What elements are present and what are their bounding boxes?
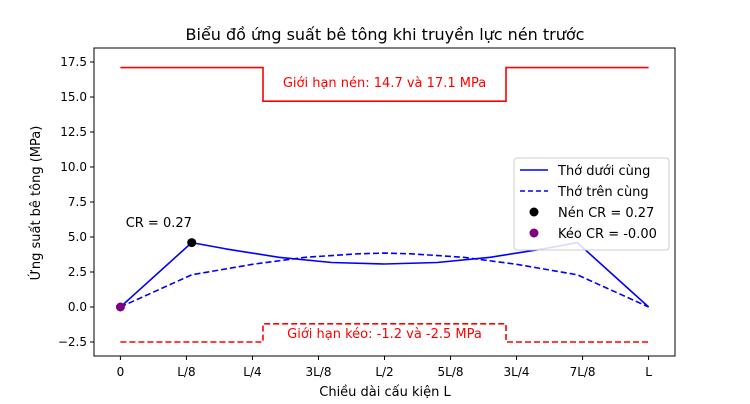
series-line-top-fiber — [120, 252, 649, 308]
y-tick-label: 12.5 — [60, 125, 87, 139]
x-axis-label: Chiều dài cấu kiện L — [319, 385, 451, 400]
x-tick-label: 0 — [117, 365, 125, 379]
x-tick-label: L/8 — [177, 365, 195, 379]
x-tick-label: 7L/8 — [570, 365, 596, 379]
legend: Thớ dưới cùng Thớ trên cùng Nén CR = 0.27 K… — [513, 157, 670, 251]
y-tick-label: 7.5 — [68, 195, 87, 209]
compression-limit-line — [120, 66, 649, 102]
legend-frame — [513, 157, 670, 251]
legend-tension-cr-label: Kéo CR = -0.00 — [558, 227, 657, 242]
legend-bottom-fiber-label: Thớ dưới cùng — [557, 164, 650, 179]
annotation-2: Giới hạn kéo: -1.2 và -2.5 MPa — [287, 327, 482, 342]
y-tick-label: 17.5 — [60, 55, 87, 69]
legend-top-fiber-label: Thớ trên cùng — [557, 185, 649, 200]
x-axis: 0 L/8 L/4 3L/8 L/2 5L/8 3L/4 7L/8 L — [117, 356, 652, 379]
y-tick-label: −2.5 — [58, 335, 87, 349]
x-tick-label: L/2 — [375, 365, 393, 379]
y-axis-label: Ứng suất bê tông (MPa) — [28, 126, 44, 281]
y-axis: −2.5 0.0 2.5 5.0 7.5 10.0 12.5 15.0 17.5 — [58, 55, 94, 349]
tension-limit-line — [120, 322, 649, 343]
y-tick-label: 0.0 — [68, 300, 87, 314]
marker-compression-cr — [187, 238, 197, 248]
x-tick-label: L — [645, 365, 652, 379]
y-tick-label: 5.0 — [68, 230, 87, 244]
legend-tension-cr-swatch — [529, 228, 539, 238]
marker-tension-cr — [115, 302, 125, 312]
y-tick-label: 10.0 — [60, 160, 87, 174]
annotation-1: Giới hạn nén: 14.7 và 17.1 MPa — [283, 76, 486, 91]
legend-compression-cr-swatch — [529, 207, 539, 217]
chart-title: Biểu đồ ứng suất bê tông khi truyền lực … — [186, 25, 585, 44]
legend-compression-cr-label: Nén CR = 0.27 — [558, 206, 654, 221]
x-tick-label: 3L/4 — [504, 365, 530, 379]
x-tick-label: 5L/8 — [438, 365, 464, 379]
x-tick-label: 3L/8 — [305, 365, 331, 379]
y-tick-label: 2.5 — [68, 265, 87, 279]
x-tick-label: L/4 — [243, 365, 261, 379]
plot-area: CR = 0.27 Giới hạn nén: 14.7 và 17.1 MPa G… — [115, 66, 650, 343]
y-tick-label: 15.0 — [60, 90, 87, 104]
annotation-0: CR = 0.27 — [126, 216, 192, 231]
